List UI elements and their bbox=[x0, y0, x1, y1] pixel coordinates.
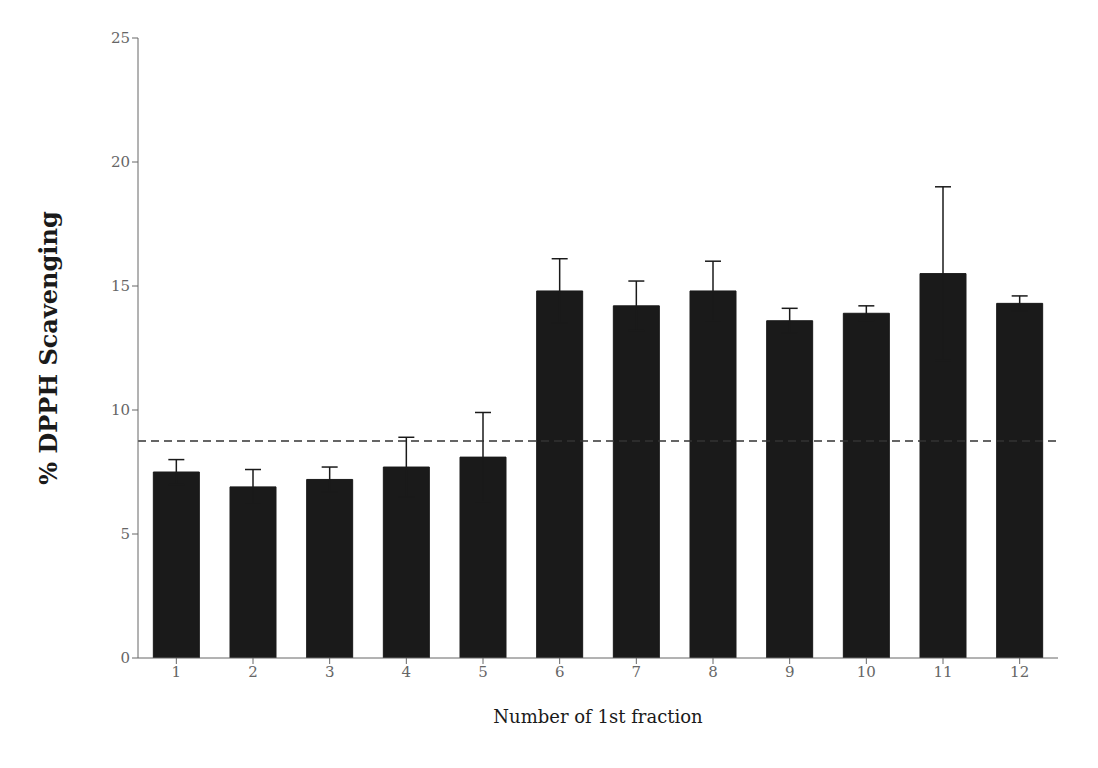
svg-text:% DPPH Scavenging: % DPPH Scavenging bbox=[34, 211, 63, 485]
svg-text:5: 5 bbox=[478, 663, 488, 681]
svg-text:3: 3 bbox=[325, 663, 335, 681]
svg-text:9: 9 bbox=[785, 663, 795, 681]
svg-text:Number of 1st fraction: Number of 1st fraction bbox=[493, 706, 703, 727]
svg-text:15: 15 bbox=[111, 277, 130, 295]
svg-text:5: 5 bbox=[120, 525, 130, 543]
svg-text:7: 7 bbox=[632, 663, 642, 681]
svg-text:10: 10 bbox=[111, 401, 130, 419]
svg-text:2: 2 bbox=[248, 663, 258, 681]
svg-text:25: 25 bbox=[111, 29, 130, 47]
svg-text:11: 11 bbox=[933, 663, 952, 681]
svg-text:6: 6 bbox=[555, 663, 565, 681]
svg-text:4: 4 bbox=[402, 663, 412, 681]
svg-text:0: 0 bbox=[120, 649, 130, 667]
svg-text:1: 1 bbox=[172, 663, 182, 681]
svg-text:8: 8 bbox=[708, 663, 718, 681]
svg-text:12: 12 bbox=[1010, 663, 1029, 681]
svg-text:10: 10 bbox=[857, 663, 876, 681]
svg-text:20: 20 bbox=[111, 153, 130, 171]
